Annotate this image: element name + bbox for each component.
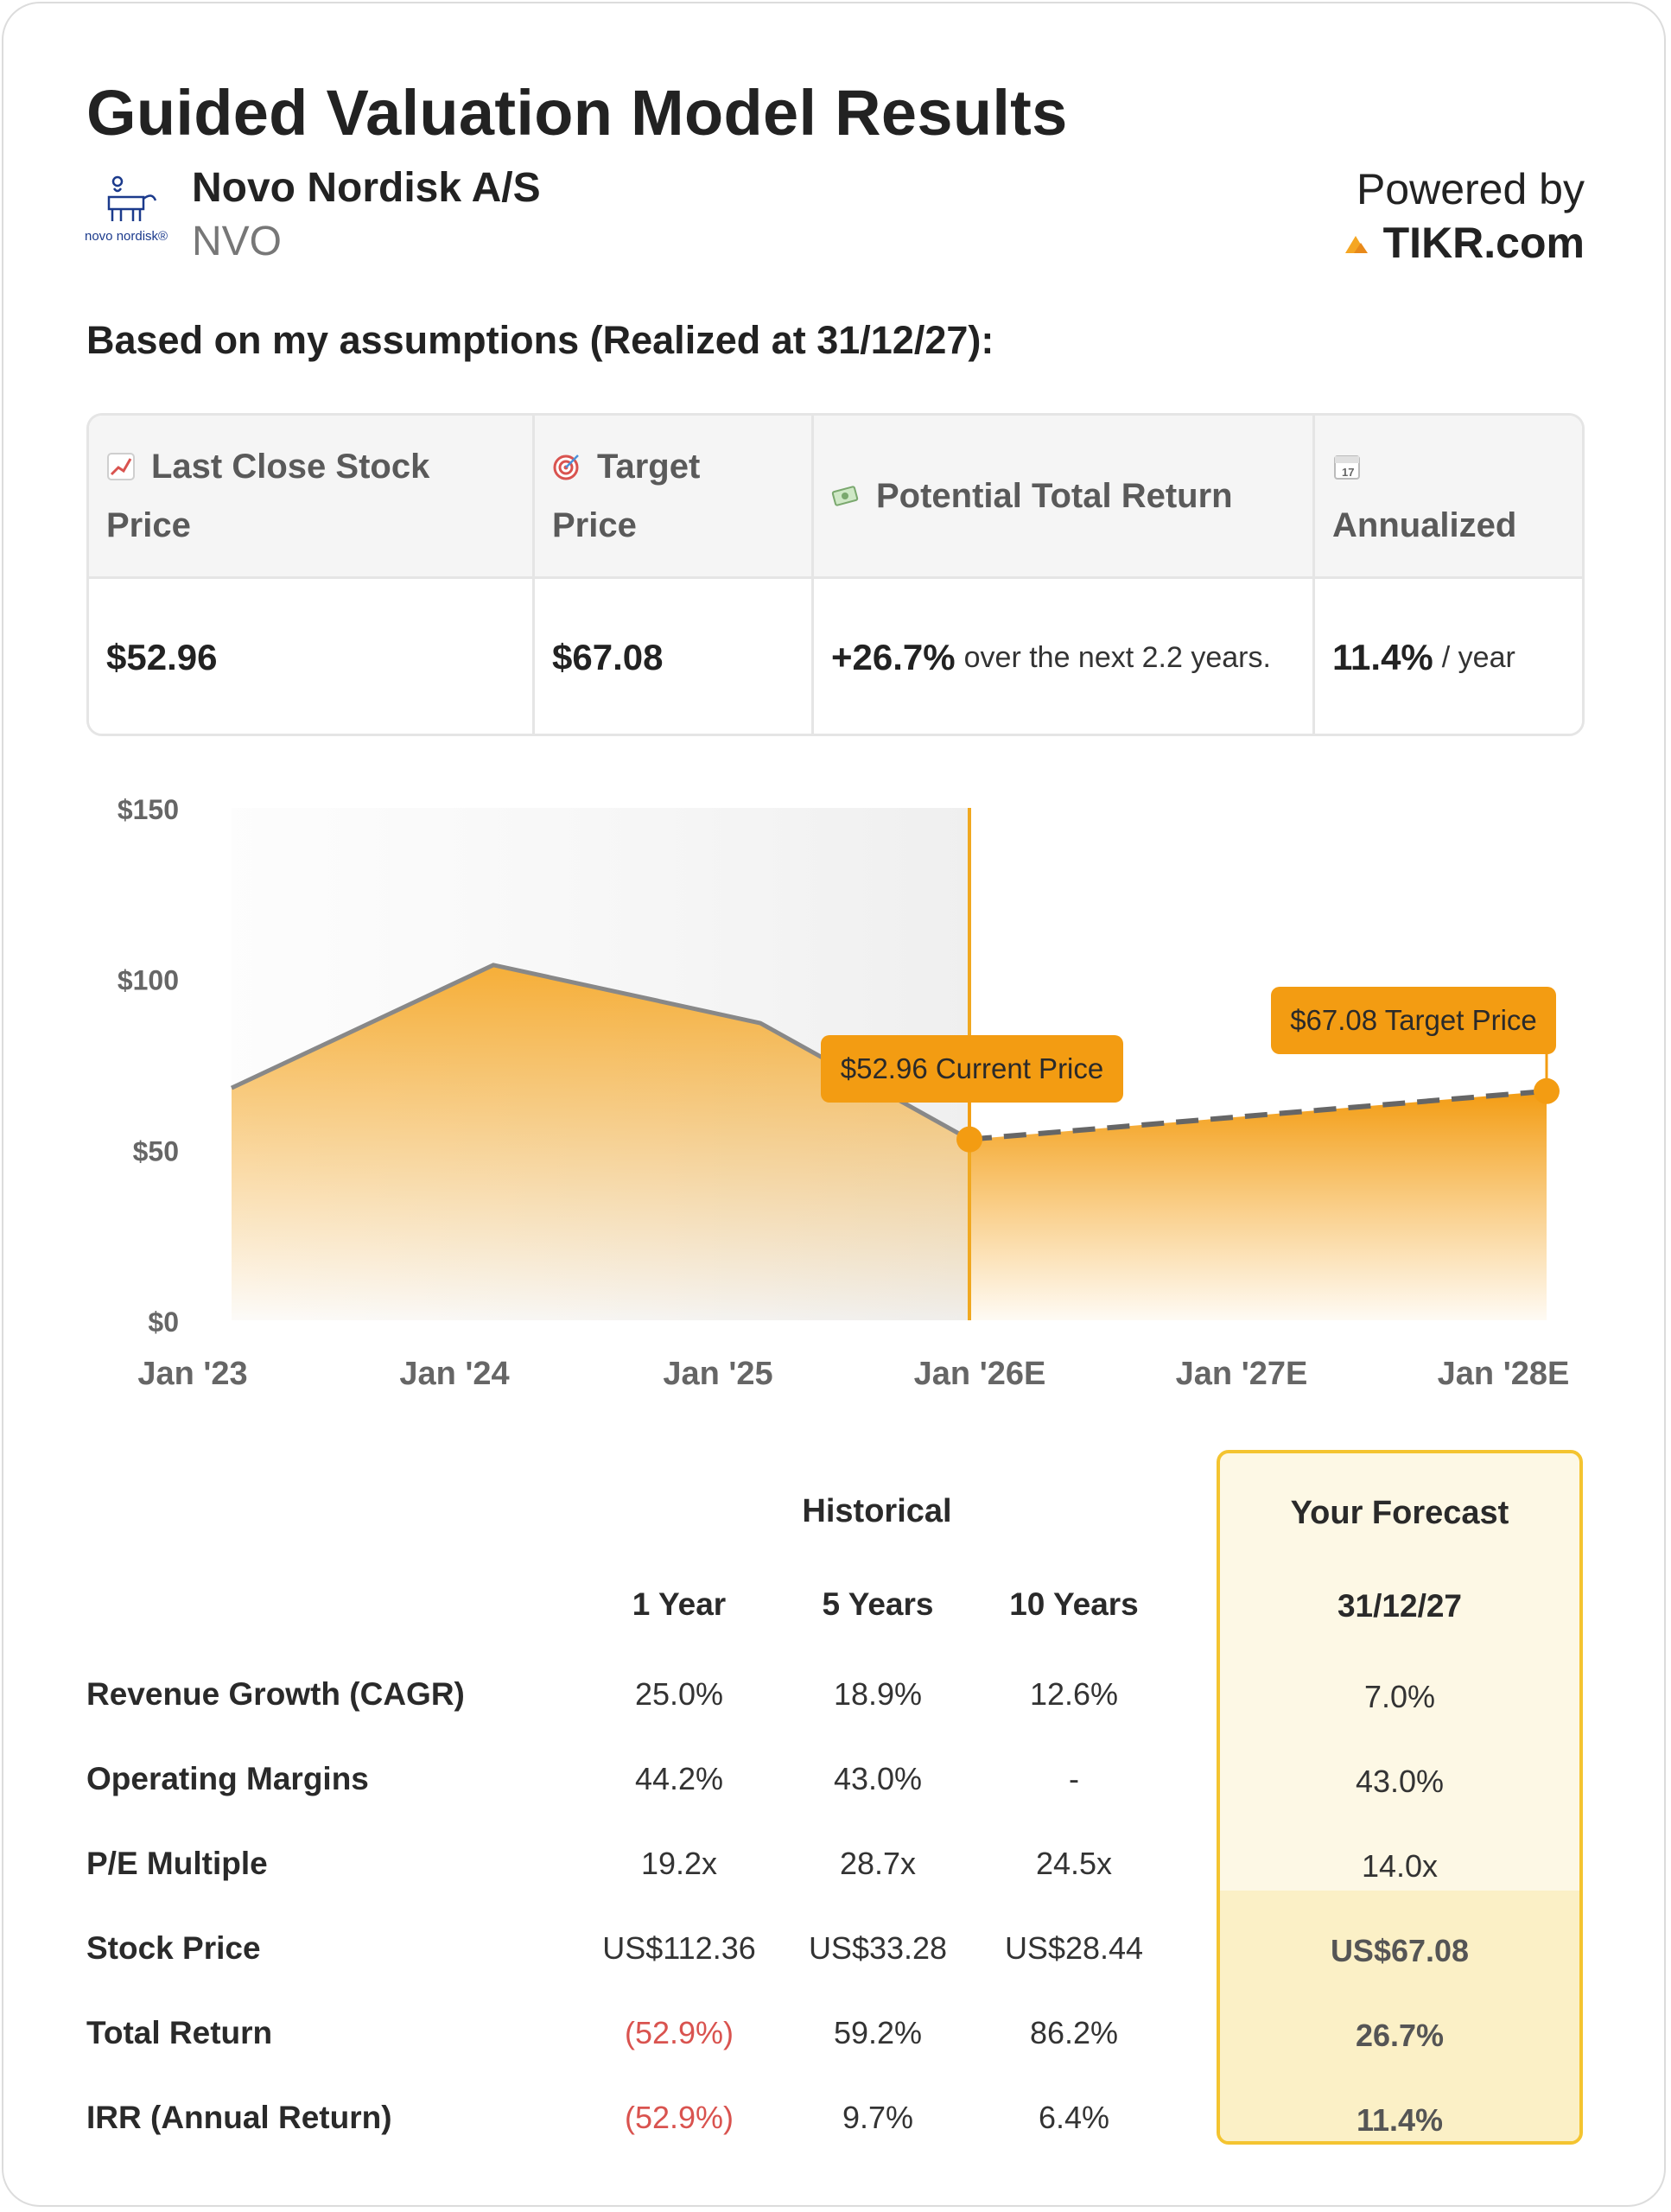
summary-table: Last Close Stock Price Target Price Potent… [86,413,1585,736]
historical-cell: (52.9%) [624,2015,734,2050]
forecast-panel [1217,1450,1583,2145]
historical-cell: 44.2% [634,1761,724,1796]
target-icon [553,454,579,480]
annualized-note: / year [1441,640,1515,674]
historical-cell: - [1069,1761,1079,1796]
row-label: Stock Price [86,1930,261,1966]
header-total-return: Potential Total Return [814,416,1315,576]
historical-cell: 43.0% [833,1761,923,1796]
historical-cell: 24.5x [1035,1846,1113,1881]
row-label: Operating Margins [86,1761,369,1796]
svg-text:17: 17 [1342,466,1354,479]
total-return-note: over the next 2.2 years. [963,640,1271,674]
x-tick-label: Jan '28E [1438,1356,1570,1392]
forecast-cell: 14.0x [1361,1848,1439,1884]
col-5-years: 5 Years [822,1586,934,1622]
summary-value-row: $52.96 $67.08 +26.7% over the next 2.2 ye… [89,579,1582,734]
summary-header-row: Last Close Stock Price Target Price Potent… [89,416,1582,579]
money-icon [831,486,859,506]
tikr-brand: TIKR.com [1382,219,1585,267]
x-tick-label: Jan '23 [137,1356,247,1392]
historical-cell: US$112.36 [602,1930,756,1966]
col-10-years: 10 Years [1009,1586,1139,1622]
historical-cell: 19.2x [640,1846,718,1881]
col-forecast-date: 31/12/27 [1337,1588,1463,1624]
forecast-cell: 7.0% [1363,1679,1436,1714]
novo-nordisk-logo: novo nordisk® [85,175,168,244]
total-return-value: +26.7% [831,637,956,677]
header-last-close: Last Close Stock Price [89,416,535,576]
row-label: P/E Multiple [86,1846,268,1881]
company-ticker: NVO [192,219,283,264]
target-price-callout [1271,987,1556,1054]
last-close-value: $52.96 [106,637,218,677]
tikr-logo-icon [1344,236,1368,253]
target-price-marker [1534,1077,1560,1104]
historical-cell: 25.0% [634,1676,724,1712]
forecast-line [969,1088,1547,1142]
annualized-value: 11.4% [1332,637,1433,677]
row-label: IRR (Annual Return) [86,2100,392,2135]
col-1-year: 1 Year [632,1586,727,1622]
current-price-label: $52.96 Current Price [841,1052,1104,1084]
y-tick-label: $150 [118,794,179,825]
forecast-heading: Your Forecast [1290,1495,1509,1531]
y-tick-label: $50 [133,1135,179,1166]
forecast-cell: 43.0% [1355,1764,1445,1799]
row-label: Total Return [86,2015,273,2050]
header-annualized: 17 Annualized [1315,416,1582,576]
x-tick-label: Jan '25 [663,1356,772,1392]
powered-by-label: Powered by [1356,165,1585,213]
x-tick-label: Jan '27E [1176,1356,1308,1392]
forecast-area [969,1090,1547,1320]
forecast-cell: US$67.08 [1330,1933,1470,1968]
current-price-callout [821,1035,1123,1103]
x-tick-label: Jan '26E [914,1356,1046,1392]
historical-cell: US$28.44 [1004,1930,1144,1966]
x-tick-label: Jan '24 [399,1356,509,1392]
header-target-price: Target Price [535,416,814,576]
forecast-cell: 26.7% [1355,2018,1445,2053]
forecast-cell: 11.4% [1356,2102,1444,2138]
historical-cell: 86.2% [1029,2015,1119,2050]
assumptions-heading: Based on my assumptions (Realized at 31/… [86,318,994,362]
historical-cell: 59.2% [833,2015,923,2050]
svg-text:novo nordisk®: novo nordisk® [85,229,168,244]
y-tick-label: $0 [148,1306,179,1338]
row-label: Revenue Growth (CAGR) [86,1676,465,1712]
page-title: Guided Valuation Model Results [86,77,1068,149]
historical-cell: 28.7x [839,1846,917,1881]
company-name: Novo Nordisk A/S [192,165,541,211]
historical-heading: Historical [802,1493,952,1529]
historical-cell: US$33.28 [808,1930,948,1966]
historical-cell: 6.4% [1038,2100,1110,2135]
chart-up-icon [107,453,135,480]
target-price-label: $67.08 Target Price [1290,1004,1537,1036]
calendar-icon: 17 [1334,455,1360,480]
target-price-value: $67.08 [552,637,664,677]
historical-cell: 18.9% [833,1676,923,1712]
tikr-brand-link[interactable]: TIKR.com [1344,218,1585,268]
price-chart: $150 $100 $50 $0 Jan '23 Jan '24 Jan '25 Jan '2… [118,794,1570,1392]
historical-area [232,964,969,1320]
historical-cell: 12.6% [1029,1676,1119,1712]
historical-cell: 9.7% [842,2100,914,2135]
y-tick-label: $100 [118,965,179,996]
historical-cell: (52.9%) [624,2100,734,2135]
